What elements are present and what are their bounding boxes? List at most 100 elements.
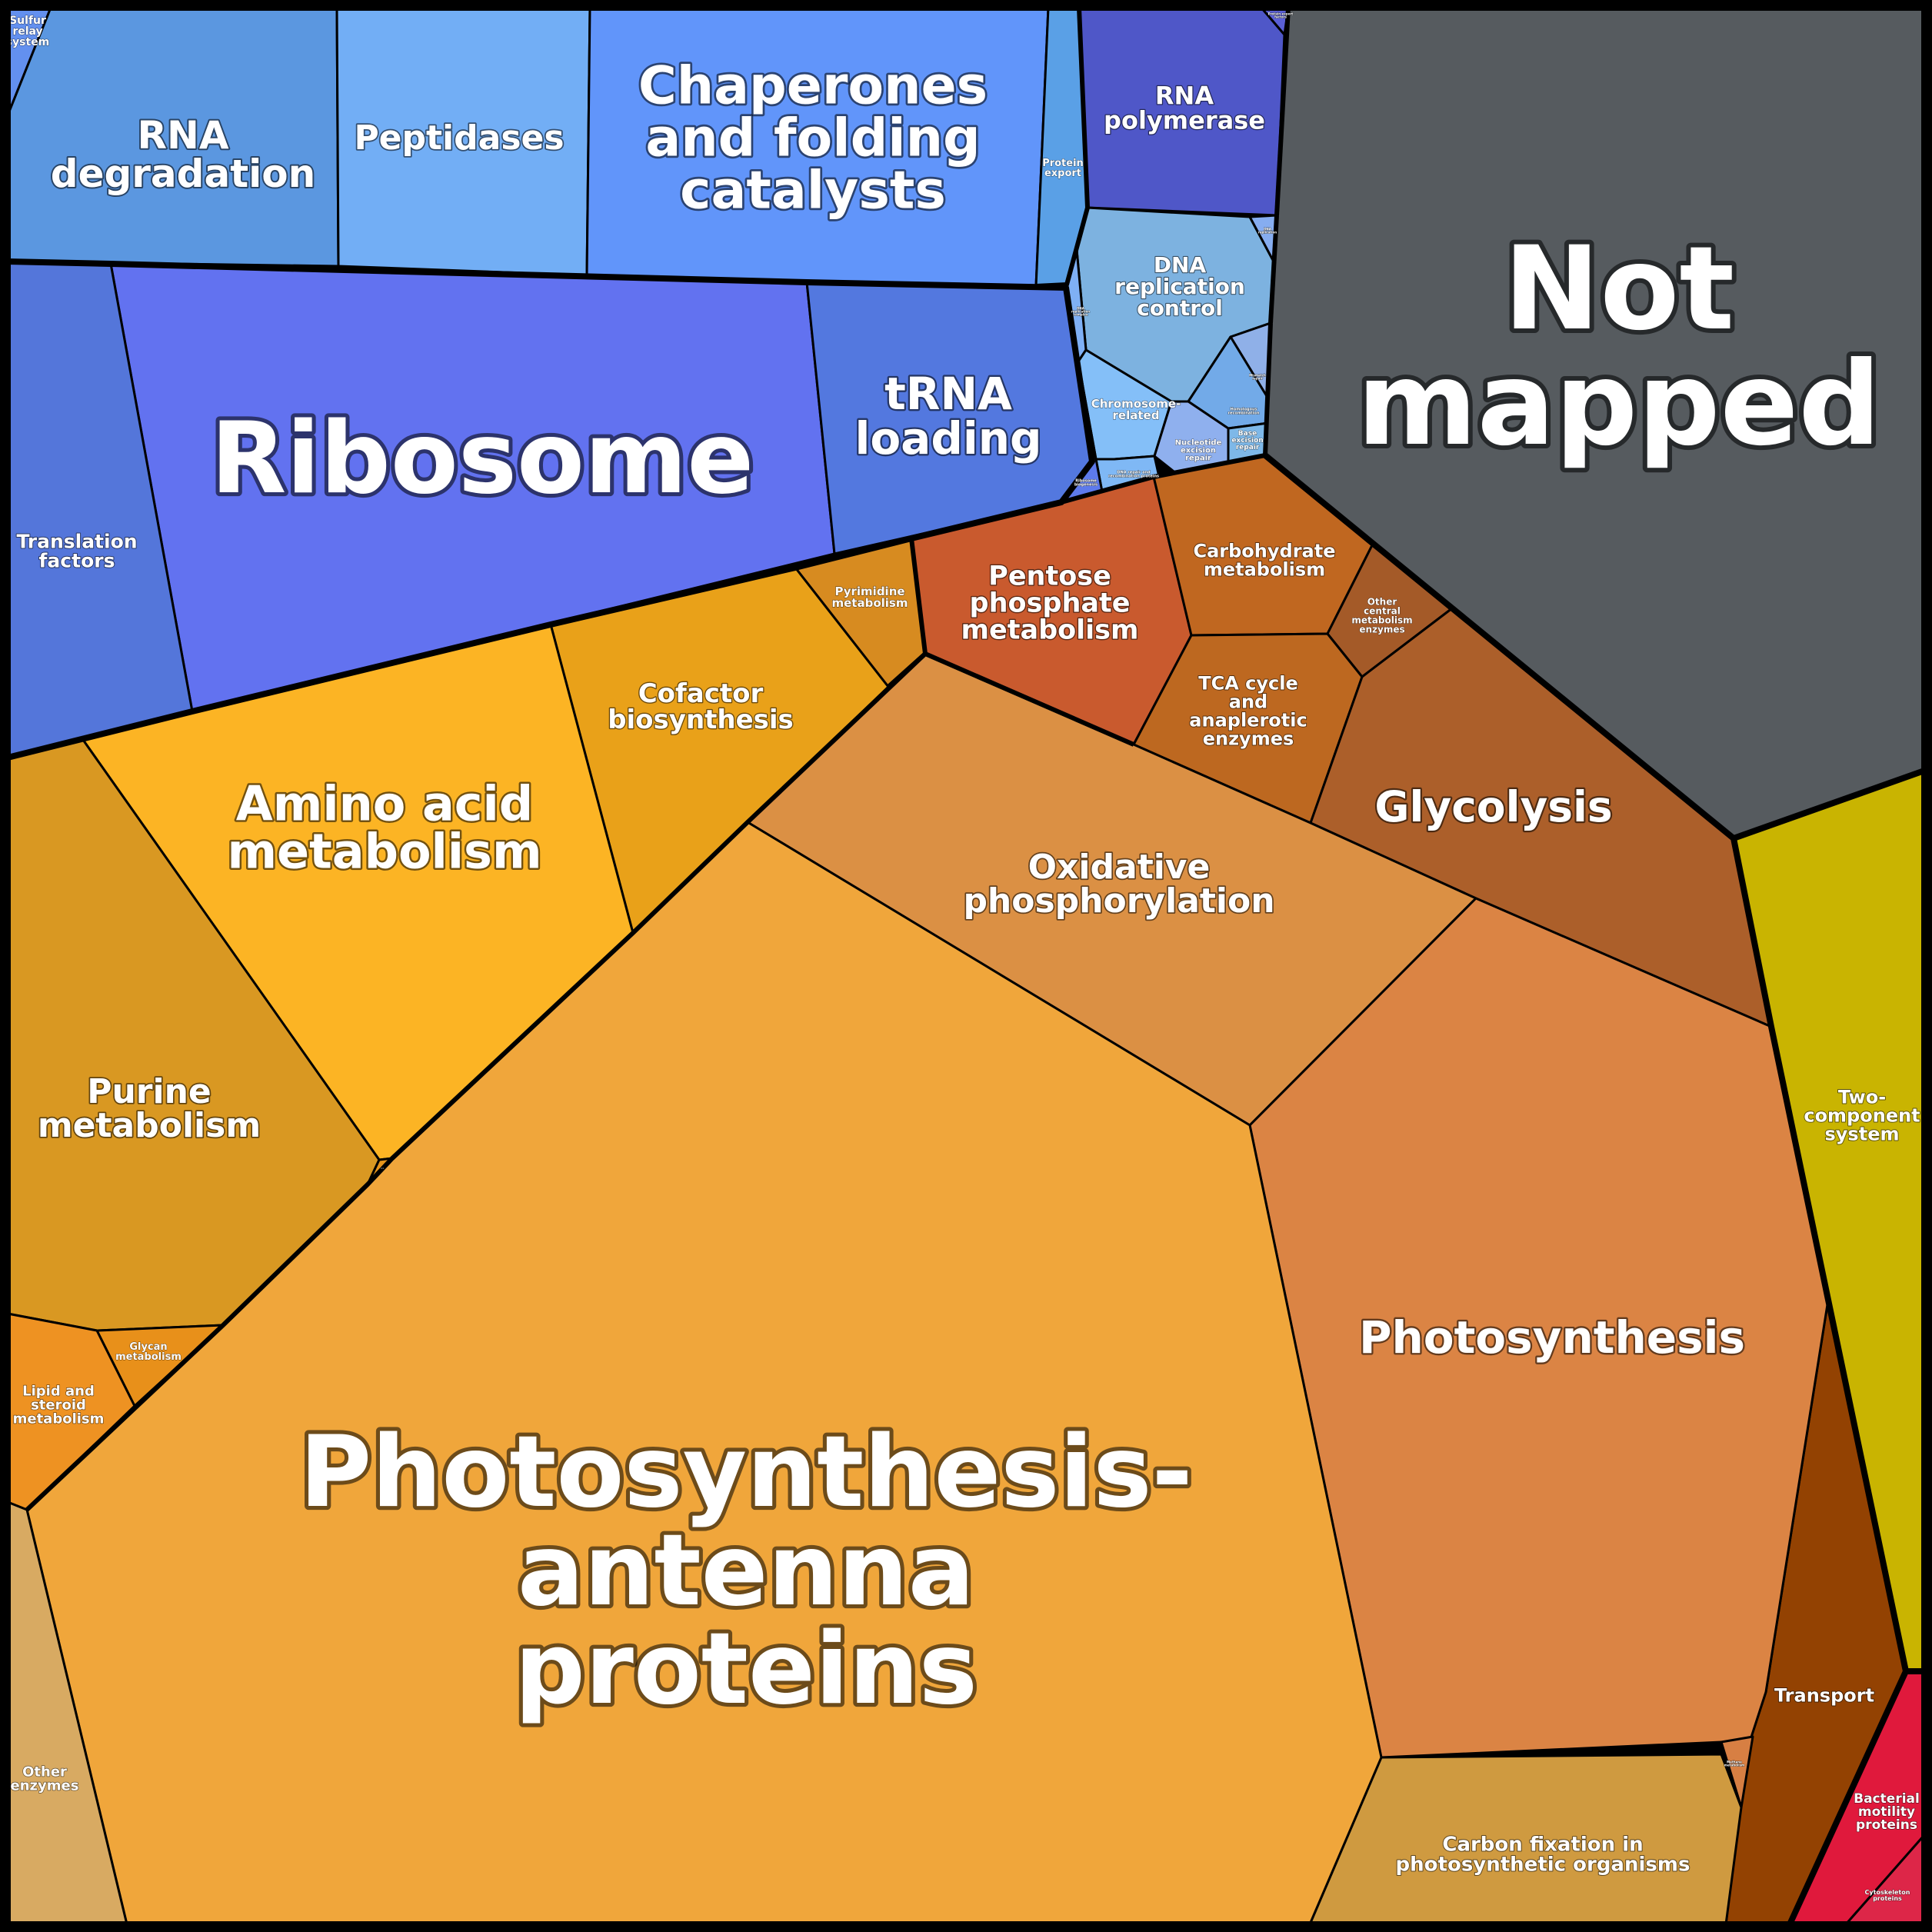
label-line: Carbohydrate	[1193, 541, 1335, 562]
label-line: control	[1137, 295, 1223, 321]
label-line: DNA	[1077, 306, 1085, 310]
label-line: mapped	[1357, 338, 1880, 471]
label-methane-metabolism: Methane metabolism	[1724, 1760, 1744, 1767]
label-line: recombination	[1228, 411, 1260, 415]
label-dna-repair-recombination: DNA repair and recombination proteins	[1108, 470, 1159, 478]
label-dna-replication: DNA replication	[1258, 227, 1277, 234]
label-tca-cycle: TCA cycle and anaplerotic enzymes	[1189, 673, 1307, 750]
label-line: complex	[1074, 312, 1088, 316]
label-line: replication	[1258, 230, 1277, 234]
cells-layer	[6, 6, 1926, 1926]
label-line: Two-	[1838, 1087, 1886, 1108]
label-line: metabolism	[227, 823, 541, 879]
label-line: Not	[1504, 222, 1734, 356]
label-line: system	[1825, 1124, 1900, 1145]
label-line: Other	[1367, 596, 1397, 607]
group-border	[1263, 322, 1273, 456]
label-line: Lipid and	[22, 1383, 95, 1399]
group-border	[1274, 7, 1291, 216]
label-line: and folding	[645, 108, 980, 168]
label-photosynthesis: Photosynthesis	[1359, 1311, 1745, 1364]
label-trna-loading: tRNA loading	[854, 368, 1041, 465]
label-line: tRNA	[884, 368, 1012, 420]
label-line: Oxidative	[1028, 848, 1211, 887]
label-chromosome-related: Chromosome-related	[1091, 397, 1181, 422]
label-line: excision	[1181, 447, 1216, 455]
label-ribosome: Ribosome	[211, 401, 754, 516]
label-oxidative-phosphorylation: Oxidative phosphorylation	[963, 848, 1274, 921]
label-purine-metabolism: Purine metabolism	[38, 1072, 261, 1145]
label-line: Cytoskeleton	[1865, 1889, 1910, 1896]
label-line: metabolism	[115, 1351, 182, 1363]
group-border	[886, 651, 928, 689]
label-line: phosphorylation	[963, 881, 1274, 921]
label-line: Photosynthesis-	[299, 1415, 1192, 1530]
label-line: catalysts	[680, 160, 946, 221]
label-line: metabolism	[832, 596, 908, 610]
label-other-central-metabolism: Other central metabolism enzymes	[1351, 596, 1412, 635]
label-line: degradation	[51, 152, 315, 196]
label-dna-replication-complex: DNA replication complex	[1071, 306, 1090, 316]
label-line: factors	[39, 550, 115, 572]
label-line: DNA repair and	[1117, 470, 1151, 475]
label-line: export	[1044, 168, 1081, 179]
label-line: Ribosome	[211, 401, 754, 516]
label-line: photosynthetic organisms	[1396, 1853, 1690, 1876]
label-line: metabolism	[1351, 615, 1412, 625]
label-line: Homologous	[1231, 407, 1257, 411]
label-line: related	[1113, 408, 1160, 422]
label-protein-export-small: Protein export factors	[1268, 12, 1294, 18]
label-carbohydrate-metabolism: Carbohydrate metabolism	[1193, 541, 1335, 581]
group-borders-layer	[7, 7, 1926, 1926]
label-glycolysis: Glycolysis	[1374, 782, 1612, 831]
label-two-component-system: Two-component system	[1804, 1087, 1920, 1145]
group-border	[1077, 7, 1090, 208]
group-border	[25, 651, 928, 1512]
label-line: proteins	[1873, 1895, 1902, 1902]
label-line: central	[1364, 605, 1401, 616]
label-line: biosynthesis	[608, 705, 794, 735]
group-border	[1061, 453, 1266, 505]
label-bacterial-motility: Bacterial motility proteins	[1854, 1791, 1920, 1833]
label-peptidases: Peptidases	[354, 118, 564, 158]
label-line: Ribosome	[1075, 478, 1097, 483]
label-line: Other	[22, 1764, 67, 1780]
label-line: enzymes	[1359, 624, 1404, 635]
label-line: replication	[1114, 274, 1245, 299]
label-pyrimidine-metabolism: Pyrimidine metabolism	[832, 585, 908, 610]
label-line: proteins	[515, 1612, 978, 1727]
label-line: DNA	[1154, 252, 1207, 278]
label-line: Glycolysis	[1374, 782, 1612, 831]
label-line: metabolism	[1724, 1763, 1744, 1767]
label-base-excision-repair: Base excision repair	[1231, 430, 1263, 451]
group-border	[1730, 838, 1909, 1926]
cell-methane-metabolism[interactable]	[1720, 1735, 1754, 1809]
label-line: Methane	[1727, 1760, 1742, 1764]
label-lipid-steroid-metabolism: Lipid and steroid metabolism	[13, 1383, 105, 1427]
label-line: repair	[1185, 455, 1211, 463]
label-line: …	[381, 1165, 384, 1169]
label-line: replication	[1071, 309, 1090, 313]
label-line: Chromosome-	[1091, 397, 1181, 411]
label-line: DNA	[1264, 227, 1272, 231]
label-line: Cofactor	[638, 678, 764, 709]
label-line: RNA	[1155, 82, 1214, 111]
label-line: Peptidases	[354, 118, 564, 158]
label-photosynthesis-antenna: Photosynthesis-antenna proteins	[299, 1415, 1192, 1727]
label-ribosome-biogenesis: Ribosome biogenesis	[1074, 478, 1098, 487]
label-line: and	[1229, 691, 1267, 713]
label-line: Mismatch	[1249, 373, 1266, 377]
label-line: Chaperones	[638, 55, 988, 116]
label-line: Carbon fixation in	[1442, 1833, 1643, 1856]
label-line: biogenesis	[1074, 482, 1098, 487]
label-line: metabolism	[13, 1411, 105, 1427]
label-line: TCA cycle	[1198, 673, 1298, 695]
label-amino-acid-metabolism: Amino acid metabolism	[227, 775, 541, 879]
label-line: Amino acid	[236, 775, 533, 831]
label-pentose-phosphate: Pentose phosphate metabolism	[961, 561, 1139, 646]
label-line: steroid	[31, 1397, 86, 1413]
label-carbon-fixation: Carbon fixation in photosynthetic organis…	[1396, 1833, 1690, 1876]
label-line: phosphate	[970, 588, 1131, 619]
label-line: Purine	[87, 1072, 212, 1111]
